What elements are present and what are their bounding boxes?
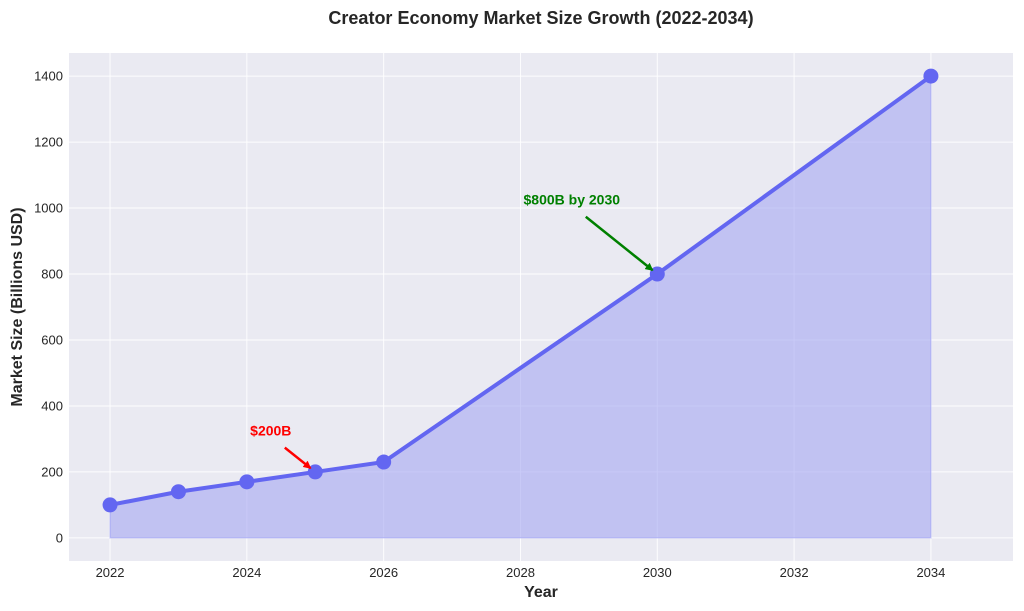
y-tick-label: 1400 (34, 69, 63, 84)
x-tick-label: 2034 (916, 565, 945, 580)
data-point (923, 68, 939, 84)
y-tick-label: 600 (41, 332, 63, 347)
data-point (376, 454, 392, 470)
y-tick-label: 200 (41, 464, 63, 479)
data-point (102, 497, 118, 513)
data-points (102, 68, 939, 513)
x-tick-label: 2032 (780, 565, 809, 580)
annotations: $200B $800B by 2030 (250, 192, 654, 470)
x-tick-label: 2028 (506, 565, 535, 580)
y-tick-label: 0 (56, 530, 63, 545)
x-axis-label: Year (524, 584, 558, 601)
x-tick-label: 2024 (232, 565, 261, 580)
data-point (170, 484, 186, 500)
data-point (307, 464, 323, 480)
annotation-label: $200B (250, 423, 291, 439)
data-point (239, 474, 255, 490)
x-tick-label: 2030 (643, 565, 672, 580)
x-tick-label: 2022 (96, 565, 125, 580)
y-axis-label: Market Size (Billions USD) (9, 207, 26, 406)
y-tick-label: 1000 (34, 201, 63, 216)
x-axis-ticks: 2022 2024 2026 2028 2030 2032 2034 (96, 565, 946, 580)
annotation-label: $800B by 2030 (524, 192, 621, 208)
annotation-arrow (284, 446, 312, 470)
x-tick-label: 2026 (369, 565, 398, 580)
y-tick-label: 400 (41, 398, 63, 413)
y-tick-label: 800 (41, 267, 63, 282)
y-axis-ticks: 0 200 400 600 800 1000 1200 1400 (34, 69, 63, 546)
annotation-arrow (585, 215, 654, 272)
chart-title: Creator Economy Market Size Growth (2022… (328, 8, 753, 28)
y-tick-label: 1200 (34, 135, 63, 150)
data-point (649, 266, 665, 282)
